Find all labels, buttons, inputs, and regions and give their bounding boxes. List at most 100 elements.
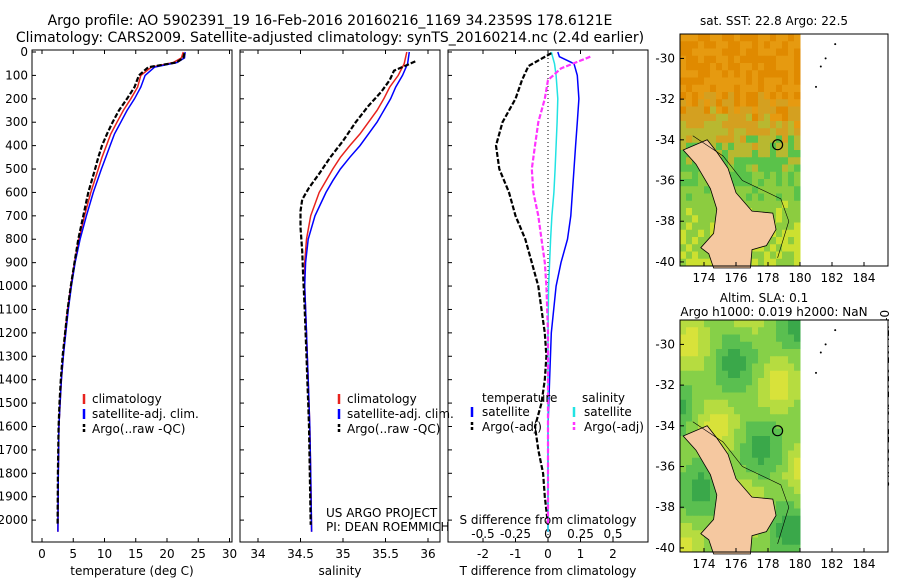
difference-s-tick-label: -0.5 — [471, 527, 494, 541]
map-data-cell — [734, 436, 741, 444]
map-data-cell — [794, 414, 801, 422]
map-data-cell — [686, 407, 693, 415]
map-data-cell — [698, 494, 705, 502]
map-data-cell — [710, 428, 717, 437]
map-data-cell — [758, 450, 765, 459]
map-data-cell — [728, 164, 735, 173]
map-data-cell — [722, 334, 729, 343]
map-data-cell — [746, 99, 753, 107]
map-data-cell — [680, 544, 687, 553]
map-data-cell — [704, 407, 711, 415]
map-data-cell — [764, 164, 771, 173]
map-data-cell — [722, 48, 729, 57]
map-data-cell — [692, 421, 699, 430]
map-data-cell — [704, 378, 711, 386]
map-data-cell — [794, 457, 801, 466]
map-data-cell — [746, 135, 753, 144]
map-data-cell — [740, 106, 747, 115]
pi-label: PI: DEAN ROEMMICH — [326, 520, 449, 534]
map-data-cell — [788, 237, 795, 245]
map-data-cell — [776, 128, 783, 136]
map-lat-tick-label: -32 — [655, 92, 675, 106]
map-data-cell — [764, 113, 771, 122]
map-data-cell — [704, 479, 711, 488]
map-data-cell — [788, 128, 795, 136]
map-data-cell — [788, 341, 795, 350]
map-data-cell — [788, 258, 795, 267]
map-data-cell — [680, 327, 687, 335]
map-data-cell — [728, 363, 735, 372]
difference-legend-title-temperature: temperature — [482, 391, 557, 405]
map-data-cell — [686, 457, 693, 466]
map-data-cell — [782, 92, 789, 100]
map-data-cell — [716, 392, 723, 401]
map-data-cell — [752, 142, 759, 151]
map-data-cell — [686, 164, 693, 173]
map-data-cell — [794, 421, 801, 430]
map-data-cell — [734, 48, 741, 57]
map-data-cell — [686, 334, 693, 343]
map-data-cell — [698, 544, 705, 553]
map-data-cell — [770, 320, 777, 328]
map-data-cell — [758, 200, 765, 209]
map-data-cell — [788, 327, 795, 335]
map-data-cell — [788, 530, 795, 538]
map-data-cell — [728, 349, 735, 357]
map-lon-tick-label: 178 — [757, 271, 780, 285]
map-data-cell — [734, 34, 741, 42]
map-data-cell — [734, 157, 741, 165]
map-data-cell — [776, 251, 783, 260]
salinity-legend-label: Argo(..raw -QC) — [347, 422, 440, 436]
map-data-cell — [710, 356, 717, 364]
map-data-cell — [746, 41, 753, 49]
map-data-cell — [746, 171, 753, 180]
map-data-cell — [752, 157, 759, 165]
map-data-cell — [716, 84, 723, 93]
map-data-cell — [686, 363, 693, 372]
difference-legend-title-salinity: salinity — [582, 391, 625, 405]
map-data-cell — [710, 63, 717, 71]
map-data-cell — [794, 48, 801, 57]
map-data-cell — [680, 428, 687, 437]
map-data-cell — [770, 200, 777, 209]
map-data-cell — [794, 341, 801, 350]
map-data-cell — [764, 208, 771, 216]
map-data-cell — [722, 135, 729, 144]
map-data-cell — [686, 121, 693, 129]
map-data-cell — [686, 378, 693, 386]
map-data-cell — [692, 92, 699, 100]
map-data-cell — [776, 229, 783, 238]
map-data-cell — [704, 55, 711, 64]
map-data-cell — [746, 193, 753, 202]
map-data-cell — [788, 34, 795, 42]
map-data-cell — [788, 55, 795, 64]
map-data-cell — [758, 349, 765, 357]
temperature-legend-label: satellite-adj. clim. — [92, 407, 199, 421]
map-data-cell — [746, 385, 753, 393]
map-data-cell — [758, 327, 765, 335]
map-data-cell — [692, 106, 699, 115]
map-data-cell — [722, 428, 729, 437]
map-data-cell — [782, 55, 789, 64]
map-data-cell — [680, 523, 687, 531]
map-data-cell — [728, 436, 735, 444]
map-data-cell — [734, 407, 741, 415]
map-data-cell — [788, 208, 795, 216]
map-data-cell — [788, 544, 795, 553]
map-data-cell — [770, 70, 777, 78]
map-data-cell — [794, 179, 801, 187]
salinity-xlabel: salinity — [318, 564, 361, 578]
map-data-cell — [740, 63, 747, 71]
map-data-cell — [782, 479, 789, 488]
difference-series-2 — [494, 52, 552, 525]
map-data-cell — [704, 215, 711, 223]
map-data-cell — [722, 63, 729, 71]
map-data-cell — [704, 334, 711, 343]
map-data-cell — [788, 142, 795, 151]
map-data-cell — [746, 407, 753, 415]
map-data-cell — [716, 70, 723, 78]
map-data-cell — [692, 501, 699, 509]
map-data-cell — [746, 179, 753, 187]
map-data-cell — [764, 472, 771, 480]
